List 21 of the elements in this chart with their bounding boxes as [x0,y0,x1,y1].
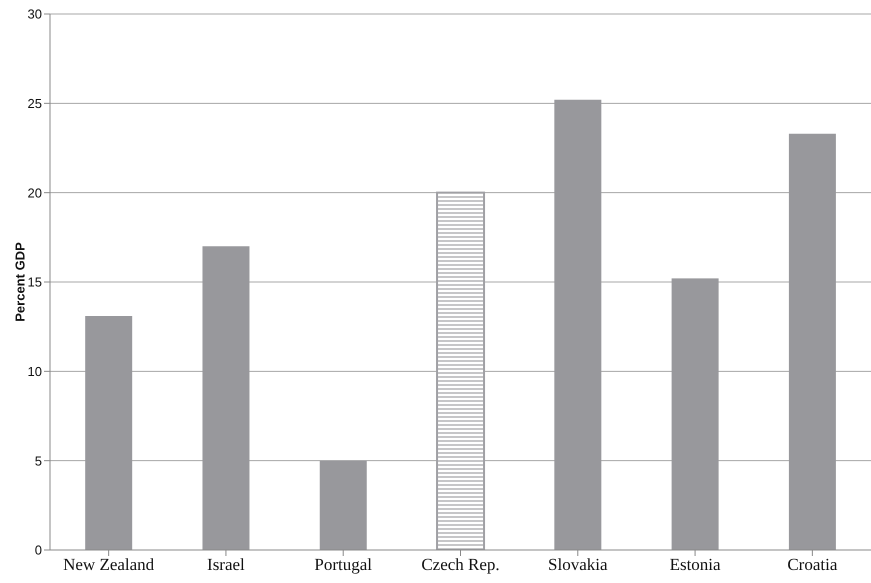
bar [202,246,250,550]
y-tick-label: 25 [28,96,42,111]
bar [320,460,367,550]
x-tick-label: Portugal [314,555,372,574]
x-tick-label: Slovakia [548,555,608,574]
x-tick-label: Israel [207,555,246,574]
x-tick-label: Croatia [787,555,838,574]
x-tick-label: New Zealand [63,555,155,574]
y-tick-label: 30 [28,6,42,22]
y-tick-label: 20 [28,185,42,200]
x-tick-label: Czech Rep. [421,555,500,574]
bar [672,278,719,550]
y-tick-label: 15 [28,274,42,290]
y-tick-label: 10 [28,364,42,379]
y-tick-label: 0 [34,542,42,558]
y-axis-title: Percent GDP [12,242,28,322]
bar [788,134,836,550]
y-tick-label: 5 [34,453,42,468]
bar [554,100,602,550]
bar [85,316,132,550]
x-tick-label: Estonia [670,555,722,574]
